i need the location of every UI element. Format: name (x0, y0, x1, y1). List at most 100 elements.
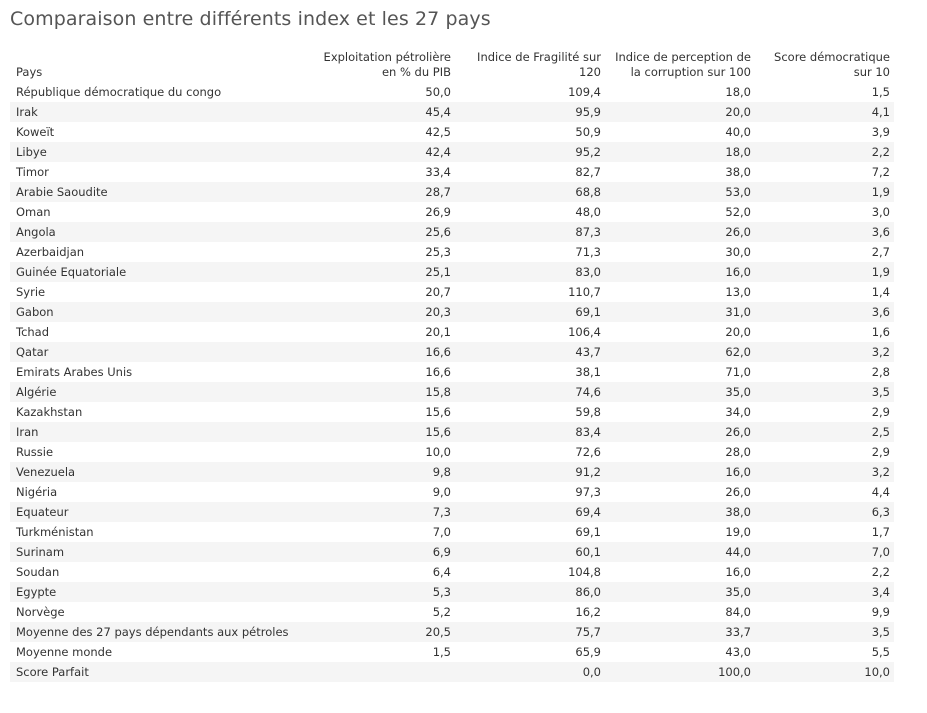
cell-fragilite: 60,1 (455, 542, 605, 562)
cell-democratie: 3,9 (871, 125, 890, 139)
cell-fragilite: 48,0 (575, 205, 601, 219)
cell-corruption: 71,0 (725, 365, 751, 379)
page-title: Comparaison entre différents index et le… (10, 8, 491, 30)
cell-exploitation: 9,8 (305, 462, 455, 482)
cell-corruption: 52,0 (725, 205, 751, 219)
table-row: Azerbaidjan 25,3 71,3 30,0 2,7 (10, 242, 894, 262)
table-row: Equateur 7,3 69,4 38,0 6,3 (10, 502, 894, 522)
table-row: Timor 33,4 82,7 38,0 7,2 (10, 162, 894, 182)
cell-corruption: 100,0 (605, 662, 755, 682)
cell-exploitation: 50,0 (425, 85, 451, 99)
cell-pays: Irak (10, 102, 305, 122)
cell-fragilite: 16,2 (575, 605, 601, 619)
cell-corruption: 31,0 (605, 302, 755, 322)
cell-pays: Azerbaidjan (16, 245, 85, 259)
cell-fragilite: 69,1 (455, 302, 605, 322)
cell-exploitation: 15,6 (305, 422, 455, 442)
table-row: Tchad 20,1 106,4 20,0 1,6 (10, 322, 894, 342)
cell-corruption: 43,0 (725, 645, 751, 659)
cell-fragilite: 83,4 (455, 422, 605, 442)
cell-exploitation: 25,3 (425, 245, 451, 259)
cell-fragilite: 91,2 (455, 462, 605, 482)
cell-corruption: 30,0 (725, 245, 751, 259)
cell-pays: Iran (10, 422, 305, 442)
table-body: République démocratique du congo 50,0 109,… (10, 82, 894, 682)
cell-democratie: 1,6 (871, 325, 890, 339)
cell-exploitation: 20,1 (425, 325, 451, 339)
cell-democratie: 2,7 (871, 245, 890, 259)
table-row: Angola 25,6 87,3 26,0 3,6 (10, 222, 894, 242)
table-row: Koweït 42,5 50,9 40,0 3,9 (10, 122, 894, 142)
cell-exploitation (305, 662, 455, 682)
table-row: Algérie 15,8 74,6 35,0 3,5 (10, 382, 894, 402)
cell-democratie: 3,5 (755, 382, 894, 402)
cell-corruption: 16,0 (605, 462, 755, 482)
cell-fragilite: 69,1 (575, 525, 601, 539)
column-header-pays: Pays (16, 65, 43, 79)
cell-democratie: 2,2 (755, 142, 894, 162)
data-table: Pays Exploitation pétrolière en % du PIB… (10, 48, 894, 682)
table-row: Surinam 6,9 60,1 44,0 7,0 (10, 542, 894, 562)
cell-democratie: 2,2 (871, 565, 890, 579)
cell-democratie: 2,5 (755, 422, 894, 442)
cell-exploitation: 5,2 (432, 605, 451, 619)
cell-pays: République démocratique du congo (16, 85, 222, 99)
cell-fragilite: 50,9 (575, 125, 601, 139)
cell-fragilite: 83,0 (455, 262, 605, 282)
cell-corruption: 44,0 (605, 542, 755, 562)
cell-democratie: 1,4 (871, 285, 890, 299)
cell-exploitation: 42,4 (305, 142, 455, 162)
cell-pays: Libye (10, 142, 305, 162)
cell-fragilite: 106,4 (568, 325, 601, 339)
cell-corruption: 16,0 (725, 565, 751, 579)
table-row: Libye 42,4 95,2 18,0 2,2 (10, 142, 894, 162)
cell-pays: Equateur (10, 502, 305, 522)
cell-fragilite: 65,9 (575, 645, 601, 659)
cell-corruption: 35,0 (605, 382, 755, 402)
cell-pays: Tchad (16, 325, 50, 339)
cell-pays: Arabie Saoudite (10, 182, 305, 202)
cell-pays: Kazakhstan (16, 405, 83, 419)
cell-democratie: 4,1 (755, 102, 894, 122)
cell-democratie: 3,6 (755, 302, 894, 322)
table-row: Soudan 6,4 104,8 16,0 2,2 (10, 562, 894, 582)
cell-exploitation: 20,3 (305, 302, 455, 322)
table-row: Arabie Saoudite 28,7 68,8 53,0 1,9 (10, 182, 894, 202)
cell-democratie: 7,0 (755, 542, 894, 562)
table-row: Qatar 16,6 43,7 62,0 3,2 (10, 342, 894, 362)
cell-democratie: 10,0 (755, 662, 894, 682)
table-row: Moyenne des 27 pays dépendants aux pétro… (10, 622, 894, 642)
cell-pays: Oman (16, 205, 51, 219)
table-row: Iran 15,6 83,4 26,0 2,5 (10, 422, 894, 442)
cell-corruption: 13,0 (725, 285, 751, 299)
cell-exploitation: 1,5 (432, 645, 451, 659)
cell-fragilite: 82,7 (575, 165, 601, 179)
cell-fragilite: 75,7 (455, 622, 605, 642)
cell-exploitation: 15,6 (425, 405, 451, 419)
column-header-democratie: Score démocratique sur 10 (774, 50, 890, 79)
table-row: Venezuela 9,8 91,2 16,0 3,2 (10, 462, 894, 482)
cell-pays: Score Parfait (10, 662, 305, 682)
cell-pays: Norvège (16, 605, 65, 619)
table-row: République démocratique du congo 50,0 109,… (10, 82, 894, 102)
cell-fragilite: 109,4 (568, 85, 601, 99)
cell-fragilite: 71,3 (575, 245, 601, 259)
cell-corruption: 84,0 (725, 605, 751, 619)
cell-corruption: 18,0 (725, 85, 751, 99)
cell-fragilite: 86,0 (455, 582, 605, 602)
cell-exploitation: 7,0 (432, 525, 451, 539)
cell-exploitation: 33,4 (425, 165, 451, 179)
cell-democratie: 3,2 (755, 462, 894, 482)
cell-fragilite: 0,0 (455, 662, 605, 682)
table-row: Russie 10,0 72,6 28,0 2,9 (10, 442, 894, 462)
cell-pays: Syrie (16, 285, 46, 299)
cell-pays: Angola (10, 222, 305, 242)
cell-exploitation: 28,7 (305, 182, 455, 202)
cell-corruption: 35,0 (605, 582, 755, 602)
cell-corruption: 26,0 (725, 485, 751, 499)
cell-democratie: 2,9 (871, 445, 890, 459)
cell-pays: Russie (16, 445, 54, 459)
cell-exploitation: 45,4 (305, 102, 455, 122)
cell-exploitation: 16,6 (305, 342, 455, 362)
cell-corruption: 33,7 (605, 622, 755, 642)
